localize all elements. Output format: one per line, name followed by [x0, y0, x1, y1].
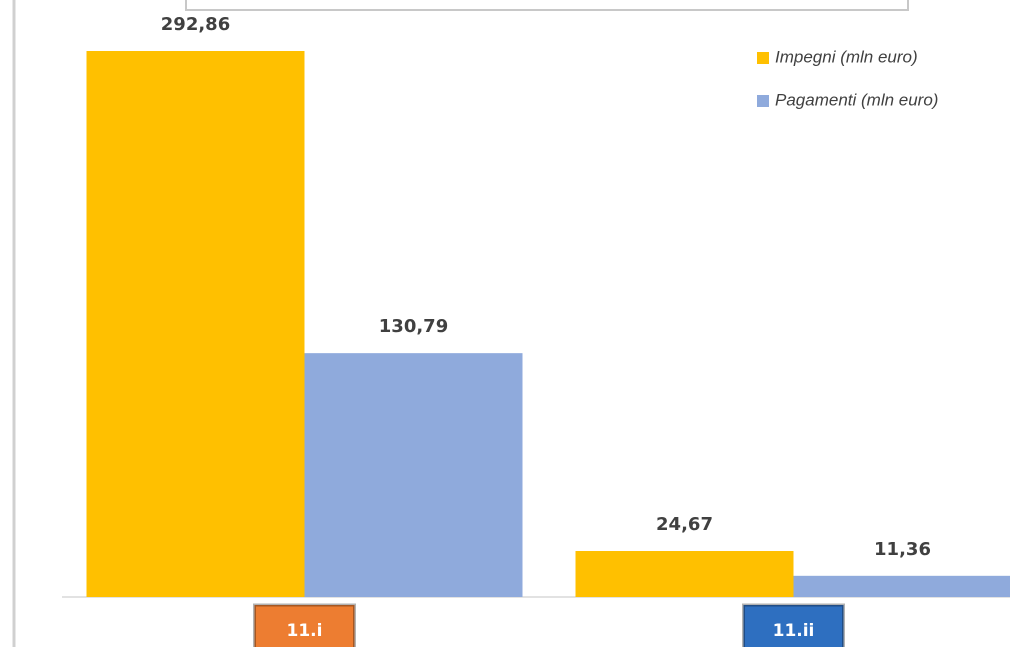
value-label: 292,86	[161, 14, 230, 35]
legend-swatch	[757, 52, 769, 64]
category-label: 11.ii	[773, 621, 815, 641]
bar	[304, 353, 523, 597]
legend-label: Impegni (mln euro)	[775, 47, 918, 66]
bar	[86, 51, 305, 597]
title-box	[185, 0, 909, 11]
legend-swatch	[757, 95, 769, 107]
category-box	[253, 603, 356, 647]
value-label: 24,67	[656, 514, 713, 535]
value-label: 11,36	[874, 539, 931, 560]
legend-label: Pagamenti (mln euro)	[775, 90, 938, 109]
category-box	[742, 603, 845, 647]
category-label: 11.i	[287, 621, 323, 641]
value-label: 130,79	[379, 316, 448, 337]
bar	[575, 551, 794, 597]
bar	[793, 575, 1010, 597]
